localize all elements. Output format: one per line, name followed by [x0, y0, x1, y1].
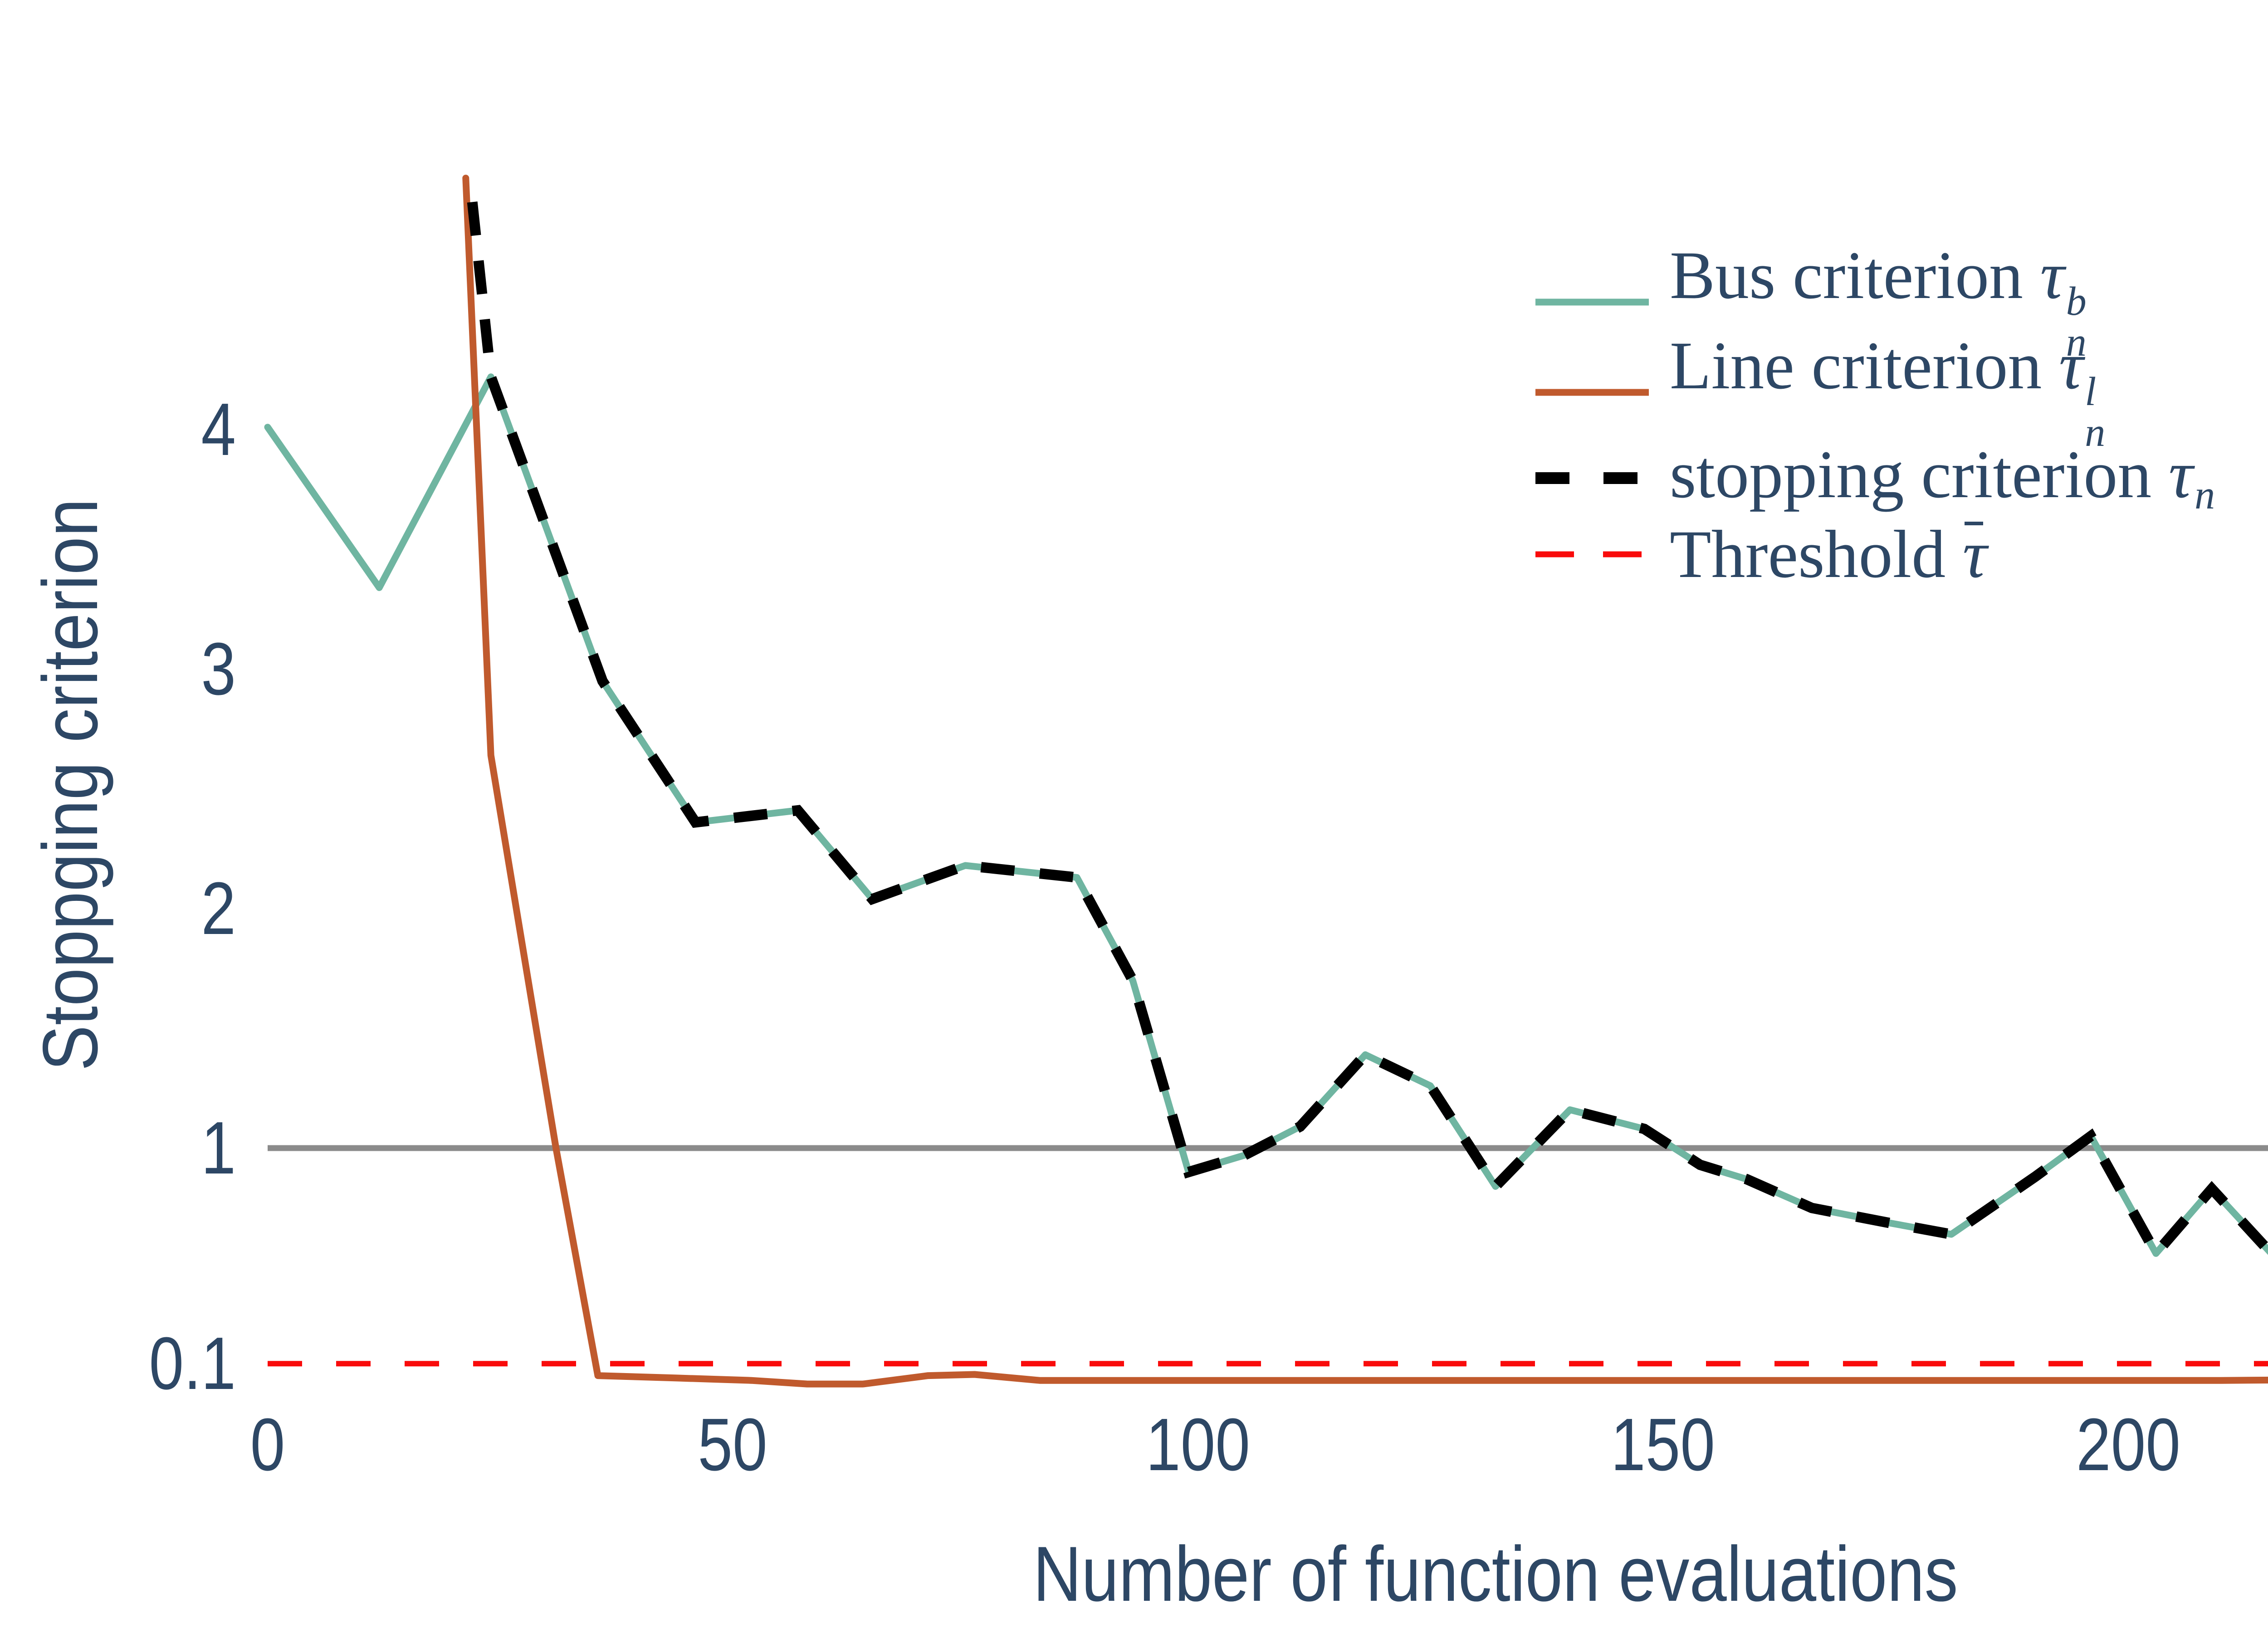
x-tick-50: 50 — [698, 1403, 767, 1486]
x-tick-0: 0 — [250, 1403, 285, 1486]
x-tick-150: 150 — [1611, 1403, 1716, 1486]
legend-item-threshold: Threshold τ — [1535, 500, 1987, 609]
y-axis-title: Stoppging criterion — [27, 498, 114, 1071]
line-line-sample-icon — [1535, 389, 1649, 396]
bus-line-sample-icon — [1535, 298, 1649, 306]
y-tick-1: 1 — [201, 1106, 236, 1189]
stopping-criterion-line — [467, 201, 2268, 1263]
legend-label-stopping: stopping criterion τn — [1670, 436, 2215, 518]
line-criterion-line — [462, 175, 2268, 1388]
stopping-dash-sample-icon — [1535, 472, 1649, 484]
y-tick-4: 4 — [201, 388, 236, 471]
threshold-dash-sample-icon — [1535, 551, 1649, 557]
y-tick-0p1: 0.1 — [149, 1322, 236, 1405]
legend-item-stopping-criterion: stopping criterion τn — [1535, 424, 2215, 533]
x-tick-200: 200 — [2076, 1403, 2180, 1486]
legend-label-threshold: Threshold τ — [1670, 517, 1987, 592]
bus-criterion-line — [264, 373, 2268, 1257]
x-tick-100: 100 — [1145, 1403, 1250, 1486]
tau-overline-bar — [1964, 522, 1983, 526]
x-axis-title: Number of function evaluations — [1033, 1530, 1958, 1618]
y-tick-2: 2 — [201, 867, 236, 950]
y-tick-3: 3 — [201, 627, 236, 710]
